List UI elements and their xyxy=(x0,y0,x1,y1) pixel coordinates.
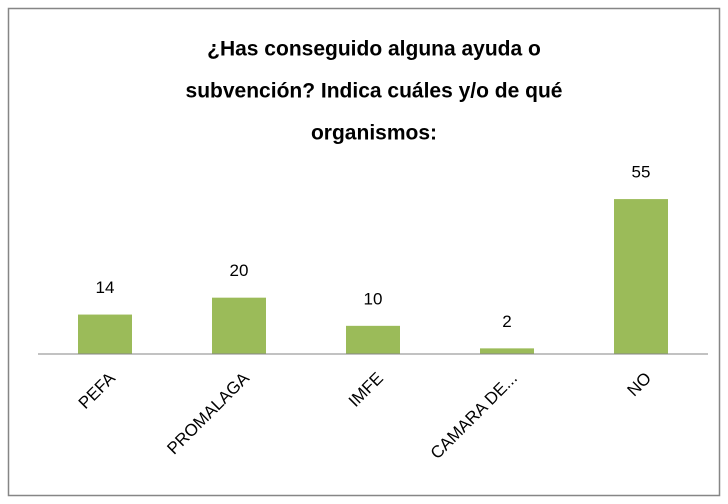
bar xyxy=(480,348,534,354)
bar xyxy=(614,199,668,354)
data-label: 55 xyxy=(632,163,651,182)
bar xyxy=(78,314,132,354)
bar xyxy=(212,297,266,354)
data-label: 2 xyxy=(502,312,511,331)
data-label: 20 xyxy=(230,261,249,280)
chart-title: subvención? Indica cuáles y/o de qué xyxy=(186,80,563,103)
chart-title: ¿Has conseguido alguna ayuda o xyxy=(207,38,541,61)
chart-border xyxy=(7,7,721,497)
data-label: 14 xyxy=(96,278,115,297)
chart-title: organismos: xyxy=(311,122,437,145)
data-label: 10 xyxy=(364,289,383,308)
bar xyxy=(346,325,400,354)
